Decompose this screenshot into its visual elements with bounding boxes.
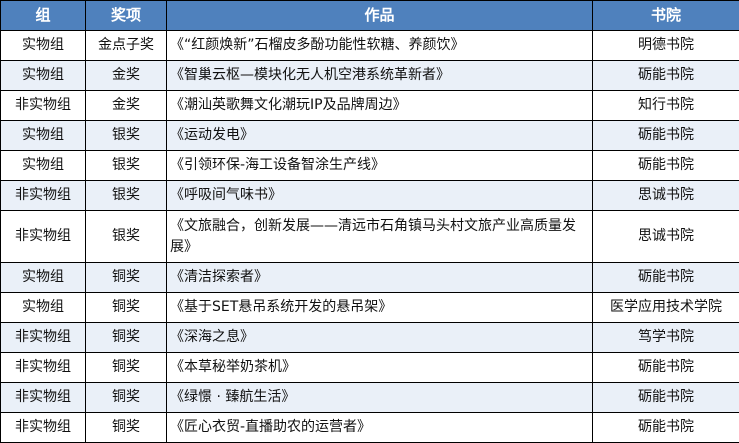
college-cell: 砺能书院	[592, 412, 739, 443]
work-cell: 《文旅融合，创新发展——清远市石角镇马头村文旅产业高质量发展》	[166, 210, 593, 263]
work-cell: 《清洁探索者》	[166, 262, 593, 293]
work-cell: 《基于SET悬吊系统开发的悬吊架》	[166, 292, 593, 323]
award-cell: 铜奖	[85, 352, 167, 383]
college-cell: 砺能书院	[592, 60, 739, 91]
college-cell: 明德书院	[592, 30, 739, 61]
group-cell: 非实物组	[0, 352, 86, 383]
table-row: 非实物组 铜奖 《深海之息》 笃学书院	[0, 322, 739, 353]
header-award: 奖项	[85, 0, 167, 31]
group-cell: 实物组	[0, 120, 86, 151]
table-row: 实物组 铜奖 《清洁探索者》 砺能书院	[0, 262, 739, 293]
award-cell: 银奖	[85, 210, 167, 263]
table-row: 非实物组 铜奖 《本草秘举奶茶机》 砺能书院	[0, 352, 739, 383]
college-cell: 砺能书院	[592, 382, 739, 413]
group-cell: 非实物组	[0, 382, 86, 413]
award-cell: 银奖	[85, 180, 167, 211]
college-cell: 砺能书院	[592, 262, 739, 293]
college-cell: 砺能书院	[592, 120, 739, 151]
work-cell: 《绿憬 · 臻航生活》	[166, 382, 593, 413]
work-cell: 《“红颜焕新”石榴皮多酚功能性软糖、养颜饮》	[166, 30, 593, 61]
group-cell: 实物组	[0, 30, 86, 61]
header-row: 组 奖项 作品 书院	[0, 0, 739, 31]
college-cell: 医学应用技术学院	[592, 292, 739, 323]
header-work: 作品	[166, 0, 593, 31]
award-cell: 铜奖	[85, 382, 167, 413]
group-cell: 非实物组	[0, 90, 86, 121]
award-cell: 金点子奖	[85, 30, 167, 61]
award-cell: 铜奖	[85, 412, 167, 443]
college-cell: 思诚书院	[592, 210, 739, 263]
work-cell: 《运动发电》	[166, 120, 593, 151]
work-cell: 《呼吸间气味书》	[166, 180, 593, 211]
table-row: 非实物组 银奖 《呼吸间气味书》 思诚书院	[0, 180, 739, 211]
group-cell: 非实物组	[0, 322, 86, 353]
work-cell: 《本草秘举奶茶机》	[166, 352, 593, 383]
group-cell: 实物组	[0, 150, 86, 181]
award-cell: 金奖	[85, 90, 167, 121]
group-cell: 非实物组	[0, 210, 86, 263]
award-cell: 铜奖	[85, 262, 167, 293]
table-row: 实物组 银奖 《运动发电》 砺能书院	[0, 120, 739, 151]
group-cell: 非实物组	[0, 180, 86, 211]
award-cell: 银奖	[85, 120, 167, 151]
table-row: 实物组 金奖 《智巢云枢—模块化无人机空港系统革新者》 砺能书院	[0, 60, 739, 91]
header-college: 书院	[592, 0, 739, 31]
table-row: 实物组 铜奖 《基于SET悬吊系统开发的悬吊架》 医学应用技术学院	[0, 292, 739, 323]
award-cell: 银奖	[85, 150, 167, 181]
work-cell: 《潮汕英歌舞文化潮玩IP及品牌周边》	[166, 90, 593, 121]
table-row: 非实物组 金奖 《潮汕英歌舞文化潮玩IP及品牌周边》 知行书院	[0, 90, 739, 121]
award-cell: 铜奖	[85, 292, 167, 323]
group-cell: 实物组	[0, 292, 86, 323]
header-group: 组	[0, 0, 86, 31]
table-row: 实物组 金点子奖 《“红颜焕新”石榴皮多酚功能性软糖、养颜饮》 明德书院	[0, 30, 739, 61]
award-cell: 金奖	[85, 60, 167, 91]
group-cell: 实物组	[0, 60, 86, 91]
group-cell: 非实物组	[0, 412, 86, 443]
work-cell: 《智巢云枢—模块化无人机空港系统革新者》	[166, 60, 593, 91]
table-row: 实物组 银奖 《引领环保-海工设备智涂生产线》 砺能书院	[0, 150, 739, 181]
work-cell: 《引领环保-海工设备智涂生产线》	[166, 150, 593, 181]
college-cell: 砺能书院	[592, 352, 739, 383]
college-cell: 砺能书院	[592, 150, 739, 181]
award-cell: 铜奖	[85, 322, 167, 353]
work-cell: 《匠心衣贸-直播助农的运营者》	[166, 412, 593, 443]
college-cell: 笃学书院	[592, 322, 739, 353]
table-row: 非实物组 铜奖 《匠心衣贸-直播助农的运营者》 砺能书院	[0, 412, 739, 443]
college-cell: 思诚书院	[592, 180, 739, 211]
group-cell: 实物组	[0, 262, 86, 293]
table-row: 非实物组 铜奖 《绿憬 · 臻航生活》 砺能书院	[0, 382, 739, 413]
college-cell: 知行书院	[592, 90, 739, 121]
work-cell: 《深海之息》	[166, 322, 593, 353]
table-row: 非实物组 银奖 《文旅融合，创新发展——清远市石角镇马头村文旅产业高质量发展》 思诚书…	[0, 210, 739, 263]
